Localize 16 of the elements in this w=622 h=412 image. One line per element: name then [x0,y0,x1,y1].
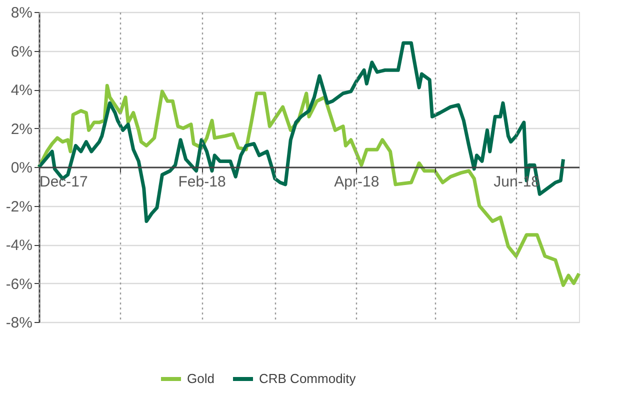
x-tick-label: Apr-18 [334,174,380,190]
y-tick-label: 6% [10,43,32,60]
y-tick-label: -4% [6,237,32,254]
x-tick-label: Dec-17 [40,174,88,190]
y-tick-label: 8% [10,4,32,22]
x-tick-label: Feb-18 [178,174,226,190]
y-tick-label: -2% [6,198,32,216]
y-tick-label: 2% [10,120,32,138]
y-tick-label: 0% [10,160,32,176]
legend-label: CRB Commodity [259,371,356,386]
y-tick-label: -8% [6,314,32,332]
y-tick-label: -6% [6,276,32,293]
line-series [37,84,581,287]
y-tick-label: 4% [10,82,32,99]
legend-label: Gold [187,371,214,386]
line-series [37,41,566,223]
